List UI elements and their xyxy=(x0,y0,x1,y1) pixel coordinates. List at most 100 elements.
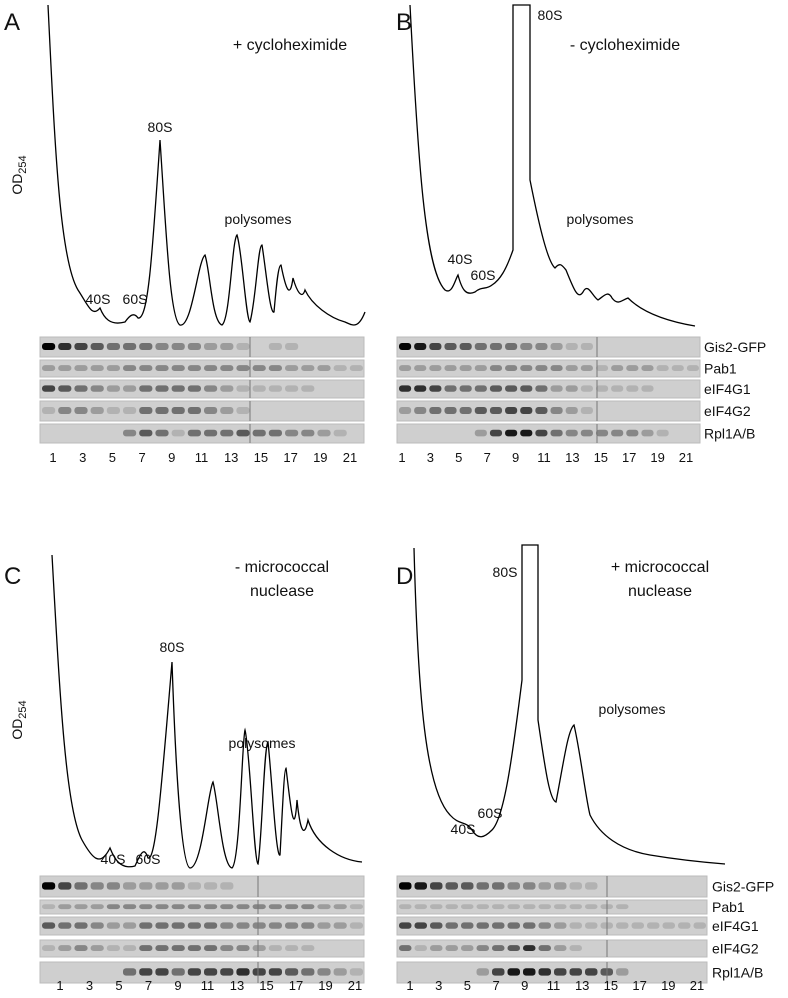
band xyxy=(520,343,533,350)
band xyxy=(139,904,153,910)
band xyxy=(414,365,427,372)
panel-label: D xyxy=(396,563,413,590)
band xyxy=(445,945,458,952)
band xyxy=(301,385,315,392)
band xyxy=(523,945,536,952)
blot-strip xyxy=(39,875,365,898)
od-curve xyxy=(409,4,696,327)
fraction-number: 21 xyxy=(348,978,362,993)
band xyxy=(569,945,582,952)
peak-label: 80S xyxy=(148,119,173,135)
blot-label: eIF4G1 xyxy=(712,918,759,934)
band xyxy=(535,365,548,372)
band xyxy=(535,407,548,414)
band xyxy=(585,968,598,976)
band xyxy=(474,365,487,372)
band xyxy=(569,882,582,890)
y-label-sub: 254 xyxy=(17,155,29,173)
band xyxy=(565,365,578,372)
band xyxy=(459,385,472,392)
band xyxy=(42,407,56,414)
band xyxy=(236,968,250,976)
blot-label: eIF4G2 xyxy=(712,941,759,957)
band xyxy=(187,945,201,952)
band xyxy=(662,922,675,929)
band xyxy=(58,407,72,414)
band xyxy=(42,882,56,890)
band xyxy=(285,429,299,437)
band xyxy=(317,968,331,976)
band xyxy=(476,945,489,952)
band xyxy=(333,922,347,929)
band xyxy=(204,904,218,910)
band xyxy=(42,385,56,392)
band xyxy=(641,365,654,372)
band xyxy=(155,343,169,350)
band xyxy=(220,945,234,952)
peak-label: 40S xyxy=(451,821,476,837)
band xyxy=(171,968,185,976)
fraction-number: 9 xyxy=(512,450,519,465)
band xyxy=(155,385,169,392)
condition: + cycloheximide xyxy=(233,37,347,54)
band xyxy=(268,922,282,929)
band xyxy=(171,945,185,952)
band xyxy=(252,922,266,929)
band xyxy=(139,922,153,929)
band xyxy=(505,385,518,392)
band xyxy=(252,385,266,392)
fraction-number: 3 xyxy=(435,978,442,993)
band xyxy=(171,429,185,437)
band xyxy=(554,882,567,890)
condition: + micrococcal xyxy=(611,559,709,576)
band xyxy=(74,385,88,392)
band xyxy=(317,904,331,910)
condition: nuclease xyxy=(250,583,314,600)
band xyxy=(535,343,548,350)
od-curve xyxy=(413,544,726,865)
band xyxy=(123,429,137,437)
peak-label: 60S xyxy=(136,851,161,867)
fraction-number: 15 xyxy=(259,978,273,993)
band xyxy=(58,343,72,350)
band xyxy=(285,385,299,392)
fraction-number: 1 xyxy=(406,978,413,993)
band xyxy=(317,429,331,437)
blot-label: Rpl1A/B xyxy=(704,426,755,442)
fraction-number: 17 xyxy=(283,450,297,465)
blot-strip xyxy=(39,423,365,444)
blot-strip xyxy=(39,400,365,422)
band xyxy=(611,365,624,372)
band xyxy=(123,385,137,392)
band xyxy=(399,365,412,372)
band xyxy=(489,429,503,437)
band xyxy=(187,365,201,372)
band xyxy=(123,904,137,910)
band xyxy=(42,945,56,952)
band xyxy=(489,343,503,350)
fraction-number: 5 xyxy=(109,450,116,465)
band xyxy=(565,385,578,392)
band xyxy=(171,385,185,392)
peak-label: polysomes xyxy=(567,211,634,227)
band xyxy=(285,945,299,952)
band xyxy=(58,922,72,929)
peak-label: 40S xyxy=(86,291,111,307)
blot-strip xyxy=(396,961,708,984)
band xyxy=(139,429,153,437)
band xyxy=(626,365,639,372)
band xyxy=(301,429,315,437)
band xyxy=(461,904,474,910)
fraction-number: 17 xyxy=(289,978,303,993)
band xyxy=(42,365,56,372)
band xyxy=(139,365,153,372)
band xyxy=(459,365,472,372)
band xyxy=(445,922,458,929)
band xyxy=(171,882,185,890)
band xyxy=(187,385,201,392)
blot-strip xyxy=(396,939,708,958)
band xyxy=(505,343,518,350)
fraction-number: 15 xyxy=(254,450,268,465)
y-label-main: OD xyxy=(9,719,25,740)
blot-label: Pab1 xyxy=(712,899,745,915)
